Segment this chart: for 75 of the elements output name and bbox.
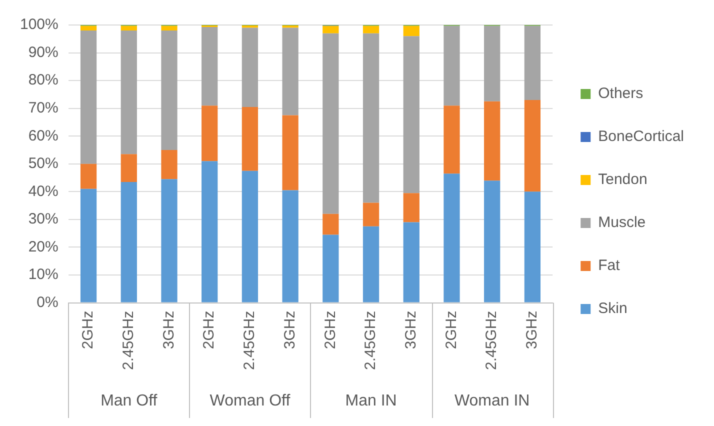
bar [322,26,339,34]
text: Woman Off [210,392,291,410]
bar [444,174,460,302]
bar [362,202,380,226]
bar [242,28,258,107]
x-tick-label: 2GHz [200,310,218,350]
bar [322,214,339,235]
y-tick-label: 90% [28,44,58,61]
bar [80,30,97,164]
legend-label: Others [598,85,644,102]
bar [403,222,420,302]
x-tick-label: 2.45GHz [362,310,380,370]
bar [202,26,218,106]
x-tick-label: 2.45GHz [241,310,258,370]
bar [80,164,97,189]
bar [362,226,380,302]
bar [484,26,500,102]
bar [80,26,97,31]
bar [282,28,298,116]
y-tick-label: 80% [28,72,58,89]
bar [484,180,500,302]
y-tick-label: 60% [28,127,58,144]
bar [120,26,137,31]
bar [524,26,541,100]
x-tick-label: 3GHz [402,310,420,350]
y-tick-label: 30% [28,210,58,228]
bar [120,30,137,154]
x-tick-label: 3GHz [524,310,541,350]
y-tick-label: 0% [36,294,58,311]
text: Man Off [100,392,158,410]
bar [161,150,178,180]
bar [444,26,460,106]
bar [80,188,97,302]
y-tick-label: 40% [28,182,58,200]
x-tick-label: 2GHz [442,310,460,350]
bar [202,161,218,302]
bar [444,106,460,174]
x-tick-label: 3GHz [281,310,298,350]
bar [242,170,258,302]
legend-label: Tendon [598,171,648,188]
bar [202,106,218,162]
x-tick-label: 2.45GHz [120,310,138,370]
bar [322,33,339,214]
bar [524,100,541,192]
bar [242,106,258,171]
legend-label: Skin [598,300,628,318]
text: Man IN [345,392,397,410]
x-tick-label: 3GHz [160,310,178,350]
bar [362,26,380,34]
bar [161,179,178,302]
bar [362,33,380,203]
bar [161,30,178,150]
bar [403,36,420,194]
bar [403,26,420,36]
bar [120,182,137,302]
bar [120,154,137,182]
y-tick-label: 20% [28,238,58,256]
bar [282,115,298,190]
legend-label: BoneCortical [598,128,684,146]
x-tick-label: 2.45GHz [483,310,500,370]
legend-label: Fat [598,257,621,274]
y-tick-label: 10% [28,266,58,284]
bar [403,193,420,222]
bar [161,26,178,31]
x-tick-label: 2GHz [322,310,339,350]
y-tick-label: 50% [28,155,58,172]
y-tick-label: 70% [28,99,58,116]
legend-label: Muscle [598,214,646,232]
x-tick-label: 2GHz [80,310,97,350]
text: Woman IN [454,392,530,410]
bar [524,192,541,302]
y-tick-label: 100% [20,16,58,34]
bar [484,101,500,181]
bar [322,234,339,302]
bar [282,190,298,302]
